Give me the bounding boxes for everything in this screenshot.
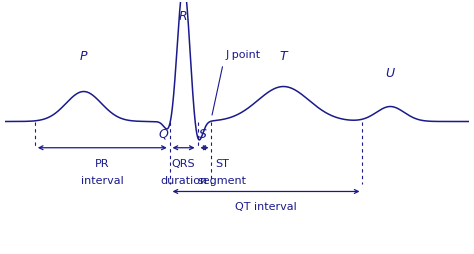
Text: segment: segment (198, 176, 246, 185)
Text: Q: Q (159, 127, 169, 140)
Text: QRS: QRS (172, 158, 195, 168)
Text: J point: J point (226, 50, 261, 60)
Text: P: P (80, 49, 88, 62)
Text: S: S (199, 127, 207, 140)
Text: QT interval: QT interval (235, 202, 297, 212)
Text: U: U (386, 67, 395, 80)
Text: R: R (178, 10, 187, 23)
Text: duration: duration (160, 176, 207, 185)
Text: interval: interval (81, 176, 124, 185)
Text: T: T (280, 49, 287, 62)
Text: PR: PR (95, 158, 109, 168)
Text: ST: ST (215, 158, 229, 168)
